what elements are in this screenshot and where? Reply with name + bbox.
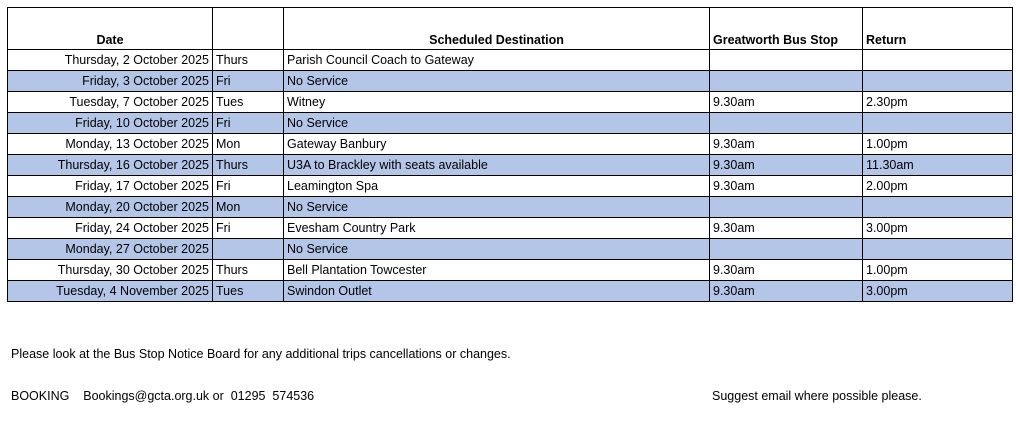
return-time-cell: 1.00pm <box>862 133 1013 155</box>
table-row: Monday, 20 October 2025 Mon No Service <box>7 196 1013 218</box>
bus-stop-time-cell: 9.30am <box>709 91 863 113</box>
return-time-cell <box>862 112 1013 134</box>
date-cell: Tuesday, 7 October 2025 <box>7 91 213 113</box>
table-row: Monday, 27 October 2025 No Service <box>7 238 1013 260</box>
bus-stop-time-cell <box>709 49 863 71</box>
destination-cell: Evesham Country Park <box>283 217 710 239</box>
destination-cell: Witney <box>283 91 710 113</box>
destination-cell: Gateway Banbury <box>283 133 710 155</box>
destination-cell: Bell Plantation Towcester <box>283 259 710 281</box>
day-cell: Fri <box>212 70 284 92</box>
day-cell: Fri <box>212 175 284 197</box>
bus-stop-time-cell <box>709 70 863 92</box>
return-time-cell <box>862 49 1013 71</box>
day-cell: Tues <box>212 280 284 302</box>
destination-cell: No Service <box>283 70 710 92</box>
bus-stop-time-cell: 9.30am <box>709 154 863 176</box>
date-cell: Friday, 10 October 2025 <box>7 112 213 134</box>
table-row: Monday, 13 October 2025 Mon Gateway Banbur… <box>7 133 1013 155</box>
destination-cell: No Service <box>283 112 710 134</box>
return-time-cell: 11.30am <box>862 154 1013 176</box>
date-cell: Monday, 20 October 2025 <box>7 196 213 218</box>
bus-stop-time-cell: 9.30am <box>709 175 863 197</box>
destination-cell: Leamington Spa <box>283 175 710 197</box>
header-destination: Scheduled Destination <box>283 7 710 50</box>
day-cell: Thurs <box>212 259 284 281</box>
header-day <box>212 7 284 50</box>
table-row: Friday, 3 October 2025 Fri No Service <box>7 70 1013 92</box>
table-row: Tuesday, 4 November 2025 Tues Swindon Outl… <box>7 280 1013 302</box>
return-time-cell: 3.00pm <box>862 217 1013 239</box>
destination-cell: U3A to Brackley with seats available <box>283 154 710 176</box>
destination-cell: No Service <box>283 196 710 218</box>
day-cell: Fri <box>212 112 284 134</box>
return-time-cell <box>862 238 1013 260</box>
bus-stop-time-cell <box>709 196 863 218</box>
date-cell: Monday, 13 October 2025 <box>7 133 213 155</box>
header-bus-stop: Greatworth Bus Stop <box>709 7 863 50</box>
bus-stop-time-cell <box>709 238 863 260</box>
destination-cell: Parish Council Coach to Gateway <box>283 49 710 71</box>
day-cell: Fri <box>212 217 284 239</box>
bus-stop-time-cell: 9.30am <box>709 259 863 281</box>
return-time-cell <box>862 70 1013 92</box>
table-row: Friday, 17 October 2025 Fri Leamington Spa… <box>7 175 1013 197</box>
bus-stop-time-cell: 9.30am <box>709 217 863 239</box>
header-date: Date <box>7 7 213 50</box>
return-time-cell: 3.00pm <box>862 280 1013 302</box>
table-row: Friday, 24 October 2025 Fri Evesham Countr… <box>7 217 1013 239</box>
destination-cell: Swindon Outlet <box>283 280 710 302</box>
date-cell: Friday, 3 October 2025 <box>7 70 213 92</box>
table-row: Thursday, 2 October 2025 Thurs Parish Coun… <box>7 49 1013 71</box>
table-row: Thursday, 16 October 2025 Thurs U3A to Bra… <box>7 154 1013 176</box>
day-cell: Thurs <box>212 154 284 176</box>
return-time-cell: 2.00pm <box>862 175 1013 197</box>
destination-cell: No Service <box>283 238 710 260</box>
schedule-table: Date Scheduled Destination Greatworth Bu… <box>7 7 1013 302</box>
return-time-cell <box>862 196 1013 218</box>
date-cell: Thursday, 30 October 2025 <box>7 259 213 281</box>
date-cell: Friday, 17 October 2025 <box>7 175 213 197</box>
day-cell: Thurs <box>212 49 284 71</box>
header-return: Return <box>862 7 1013 50</box>
date-cell: Friday, 24 October 2025 <box>7 217 213 239</box>
booking-info: BOOKING Bookings@gcta.org.uk or 01295 57… <box>11 389 315 403</box>
date-cell: Monday, 27 October 2025 <box>7 238 213 260</box>
day-cell: Mon <box>212 133 284 155</box>
bus-stop-time-cell <box>709 112 863 134</box>
return-time-cell: 2.30pm <box>862 91 1013 113</box>
header-row: Date Scheduled Destination Greatworth Bu… <box>7 7 1013 50</box>
bus-stop-time-cell: 9.30am <box>709 133 863 155</box>
notice-text: Please look at the Bus Stop Notice Board… <box>11 347 511 361</box>
day-cell <box>212 238 284 260</box>
day-cell: Tues <box>212 91 284 113</box>
table-row: Tuesday, 7 October 2025 Tues Witney 9.30am 2… <box>7 91 1013 113</box>
date-cell: Tuesday, 4 November 2025 <box>7 280 213 302</box>
day-cell: Mon <box>212 196 284 218</box>
table-row: Thursday, 30 October 2025 Thurs Bell Plant… <box>7 259 1013 281</box>
date-cell: Thursday, 2 October 2025 <box>7 49 213 71</box>
suggest-email-text: Suggest email where possible please. <box>712 389 922 403</box>
return-time-cell: 1.00pm <box>862 259 1013 281</box>
bus-stop-time-cell: 9.30am <box>709 280 863 302</box>
table-row: Friday, 10 October 2025 Fri No Service <box>7 112 1013 134</box>
date-cell: Thursday, 16 October 2025 <box>7 154 213 176</box>
